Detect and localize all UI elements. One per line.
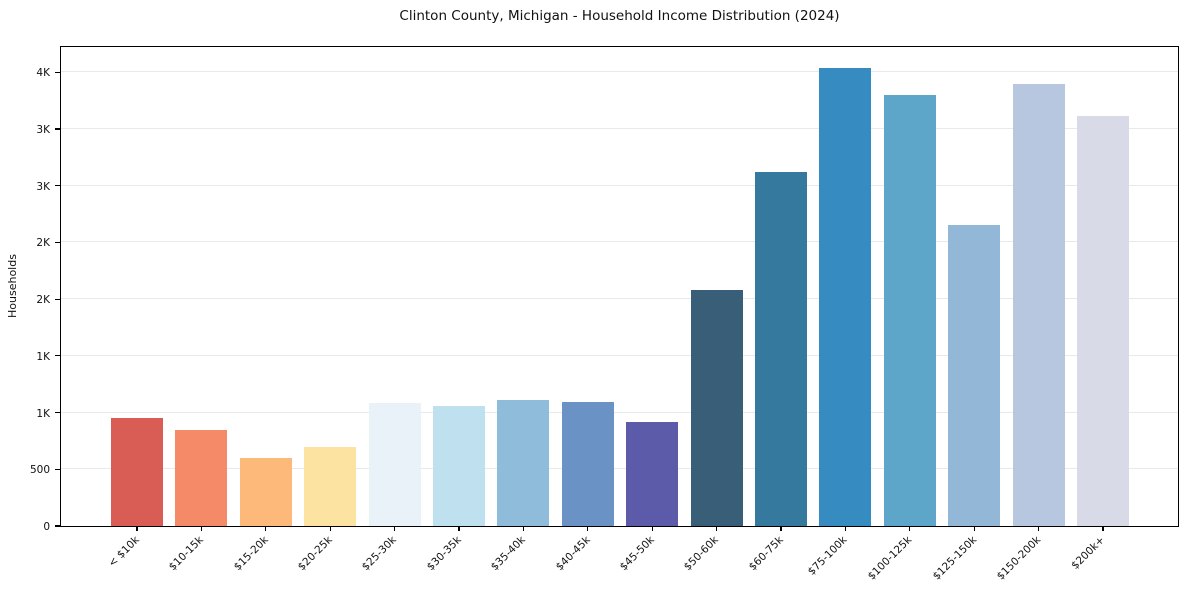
y-tick-label: 500 (29, 464, 50, 477)
y-tick-label: 0 (43, 521, 50, 533)
x-tick-mark (844, 526, 846, 531)
chart-title: Clinton County, Michigan - Household Inc… (399, 8, 840, 24)
gridline (61, 354, 1178, 356)
bar-10 (690, 290, 743, 526)
bar-2 (175, 429, 228, 526)
x-tick-mark (394, 526, 396, 531)
y-tick-mark (55, 468, 60, 470)
x-tick-label-text: $25-30k (359, 534, 400, 574)
x-tick-mark (716, 526, 718, 531)
bar-5 (368, 402, 421, 526)
y-tick-mark (55, 185, 60, 187)
x-tick-mark (329, 526, 331, 531)
x-tick-mark (780, 526, 782, 531)
x-tick-label-text: $30-35k (424, 534, 464, 574)
bar-14 (948, 225, 1001, 526)
x-tick-label-text: $100-125k (865, 534, 915, 583)
gridline (61, 241, 1178, 243)
bar-1 (111, 418, 163, 526)
gridlines-layer (61, 47, 1178, 526)
x-tick-mark (651, 526, 653, 531)
bar-6 (433, 405, 485, 526)
bar-4 (304, 446, 357, 526)
gridline (61, 468, 1178, 470)
y-tick-label: 3K (36, 123, 50, 136)
x-tick-mark (136, 526, 138, 531)
gridline (61, 411, 1178, 413)
bar-9 (626, 422, 679, 526)
x-tick-mark (909, 526, 911, 531)
y-tick-mark (55, 412, 60, 414)
y-tick-label: 3K (36, 180, 50, 193)
plot-area (55, 46, 1179, 531)
gridline (61, 71, 1178, 73)
bar-8 (561, 401, 614, 526)
bar-16 (1077, 115, 1129, 526)
y-tick-mark (55, 128, 60, 130)
x-tick-label-text: $75-100k (806, 534, 850, 578)
gridline (61, 184, 1178, 186)
x-tick-label-text: $40-45k (553, 534, 593, 574)
y-tick-mark (55, 525, 60, 527)
y-tick-mark (55, 71, 60, 73)
x-tick-mark (200, 526, 202, 531)
bar-7 (497, 399, 550, 526)
y-tick-label: 2K (36, 294, 50, 307)
x-tick-label-text: $10-15k (166, 534, 206, 574)
x-tick-label-text: < $10k (105, 534, 142, 570)
y-tick-mark (55, 298, 60, 300)
y-tick-label: 1K (36, 350, 50, 363)
y-tick-mark (55, 355, 60, 357)
x-tick-label-text: $15-20k (231, 534, 271, 574)
y-tick-label: 1K (36, 407, 50, 420)
gridline (61, 298, 1178, 300)
x-tick-mark (265, 526, 267, 531)
x-tick-label-text: $200k+ (1069, 534, 1108, 572)
x-tick-label-text: $20-25k (295, 534, 335, 574)
bar-15 (1012, 84, 1065, 526)
x-tick-label-text: $50-60k (681, 534, 722, 574)
x-tick-mark (458, 526, 460, 531)
x-tick-label-text: $150-200k (994, 534, 1044, 583)
bars-layer (61, 47, 1178, 526)
x-tick-label-text: $35-40k (488, 534, 528, 574)
y-tick-mark (55, 241, 60, 243)
x-tick-label-text: $45-50k (617, 534, 657, 574)
bar-3 (239, 457, 292, 526)
y-tick-label: 2K (36, 237, 50, 250)
bar-11 (755, 172, 807, 526)
x-tick-mark (1038, 526, 1040, 531)
tick-marks-layer (55, 47, 1178, 531)
y-tick-label: 4K (36, 67, 50, 80)
gridline (61, 127, 1178, 129)
x-tick-mark (1102, 526, 1104, 531)
x-tick-label-text: $125-150k (930, 534, 979, 583)
bar-13 (883, 94, 936, 526)
y-axis-tick-labels: 0 500 1K 1K 2K 2K 3K 3K 4K (0, 46, 50, 533)
x-tick-label-text: $60-75k (746, 534, 786, 574)
x-tick-mark (973, 526, 975, 531)
x-tick-mark (522, 526, 524, 531)
x-tick-mark (587, 526, 589, 531)
bar-12 (819, 67, 872, 526)
